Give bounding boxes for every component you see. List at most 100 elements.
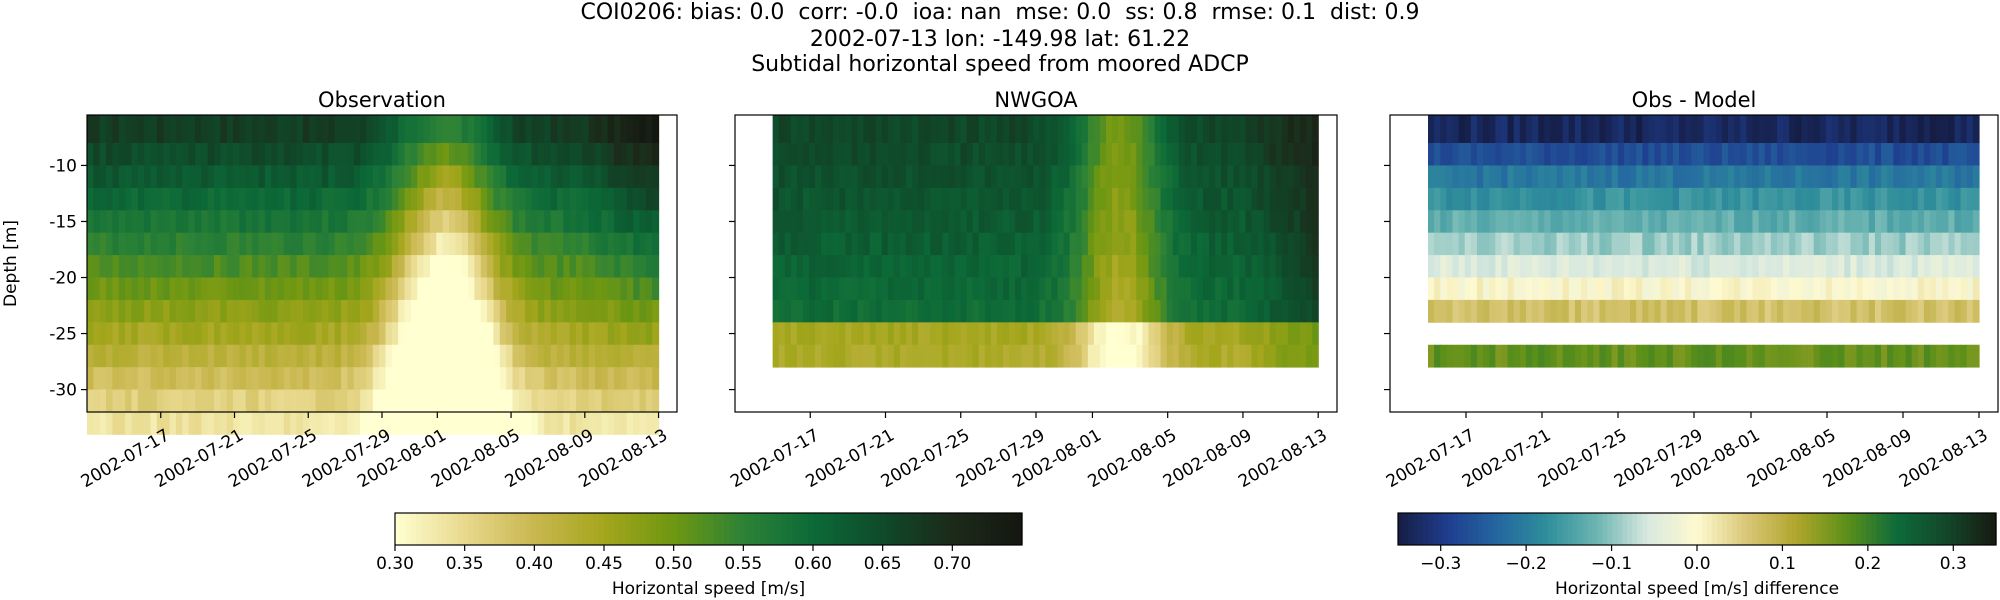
heatmap-cell bbox=[1112, 322, 1119, 346]
heatmap-cell bbox=[1936, 115, 1943, 144]
colorbar-segment bbox=[739, 513, 746, 545]
heatmap-cell bbox=[1776, 299, 1784, 323]
heatmap-cell bbox=[1495, 277, 1503, 301]
heatmap-cell bbox=[1801, 344, 1809, 368]
heatmap-cell bbox=[1544, 299, 1552, 323]
heatmap-cell bbox=[550, 322, 558, 346]
heatmap-cell bbox=[863, 255, 871, 278]
heatmap-cell bbox=[1087, 344, 1095, 368]
colorbar-1: 0.30 0.35 0.40 0.45 0.50 0.55 0.60 0.65 0.70Hori… bbox=[376, 512, 1023, 599]
heatmap-cell bbox=[1936, 232, 1943, 256]
heatmap-cell bbox=[569, 412, 577, 435]
heatmap-cell bbox=[1124, 322, 1131, 346]
heatmap-cell bbox=[845, 299, 853, 323]
heatmap-cell bbox=[1532, 187, 1539, 211]
heatmap-cell bbox=[1819, 115, 1827, 144]
heatmap-cell bbox=[790, 210, 798, 234]
heatmap-cell bbox=[252, 115, 260, 144]
heatmap-cell bbox=[131, 299, 139, 323]
heatmap-cell bbox=[321, 165, 329, 189]
heatmap-cell bbox=[582, 143, 590, 166]
heatmap-cell bbox=[372, 277, 380, 301]
heatmap-cell bbox=[1630, 232, 1637, 256]
heatmap-cell bbox=[99, 322, 107, 346]
colorbar-segment bbox=[1502, 513, 1509, 545]
heatmap-cell bbox=[1063, 344, 1071, 368]
heatmap-cell bbox=[87, 344, 94, 368]
heatmap-cell bbox=[1027, 255, 1034, 278]
heatmap-cell bbox=[1190, 165, 1198, 189]
heatmap-cell bbox=[125, 187, 133, 211]
heatmap-cell bbox=[1887, 210, 1894, 234]
heatmap-cell bbox=[1057, 115, 1065, 144]
heatmap-cell bbox=[518, 210, 526, 234]
heatmap-cell bbox=[512, 344, 520, 368]
heatmap-cell bbox=[1636, 232, 1643, 256]
heatmap-cell bbox=[1075, 165, 1083, 189]
heatmap-cell bbox=[1118, 232, 1125, 256]
heatmap-cell bbox=[391, 210, 399, 234]
heatmap-cell bbox=[1178, 165, 1186, 189]
colorbar-segment bbox=[1736, 513, 1743, 545]
heatmap-cell bbox=[1476, 187, 1484, 211]
heatmap-cell bbox=[1905, 143, 1913, 166]
heatmap-cell bbox=[1051, 210, 1059, 234]
heatmap-cell bbox=[1672, 165, 1680, 189]
heatmap-cell bbox=[1660, 299, 1668, 323]
heatmap-cell bbox=[1136, 277, 1143, 301]
heatmap-cell bbox=[1154, 210, 1162, 234]
heatmap-cell bbox=[252, 187, 260, 211]
heatmap-cell bbox=[1263, 115, 1271, 144]
heatmap-cell bbox=[1483, 277, 1490, 301]
heatmap-cell bbox=[1458, 255, 1466, 278]
heatmap-cell bbox=[1611, 277, 1619, 301]
heatmap-cell bbox=[1660, 165, 1668, 189]
heatmap-cell bbox=[1679, 299, 1686, 323]
colorbar-segment bbox=[1592, 513, 1598, 545]
heatmap-cell bbox=[1813, 165, 1821, 189]
heatmap-cell bbox=[309, 143, 317, 166]
heatmap-cell bbox=[277, 389, 285, 413]
heatmap-cell bbox=[1562, 187, 1570, 211]
heatmap-cell bbox=[784, 165, 792, 189]
colorbar-segment bbox=[1412, 513, 1419, 545]
heatmap-cell bbox=[1819, 344, 1827, 368]
heatmap-cell bbox=[233, 187, 241, 211]
heatmap-cell bbox=[1069, 232, 1077, 256]
heatmap-cell bbox=[1599, 165, 1607, 189]
heatmap-cell bbox=[372, 322, 380, 346]
heatmap-cell bbox=[1178, 143, 1186, 166]
heatmap-cell bbox=[531, 255, 539, 278]
heatmap-cell bbox=[972, 187, 980, 211]
heatmap-cell bbox=[1832, 232, 1839, 256]
colorbar-segment bbox=[1006, 513, 1013, 545]
colorbar-segment bbox=[1662, 513, 1668, 545]
heatmap-cell bbox=[556, 299, 564, 323]
heatmap-cell bbox=[353, 210, 361, 234]
heatmap-cell bbox=[851, 232, 859, 256]
heatmap-cell bbox=[493, 389, 501, 413]
heatmap-cell bbox=[614, 115, 622, 144]
heatmap-cell bbox=[283, 389, 291, 413]
heatmap-cell bbox=[1752, 143, 1760, 166]
heatmap-cell bbox=[1679, 165, 1686, 189]
heatmap-cell bbox=[99, 367, 107, 390]
heatmap-cell bbox=[321, 367, 329, 390]
heatmap-cell bbox=[480, 277, 488, 301]
heatmap-cell bbox=[1617, 187, 1625, 211]
heatmap-cell bbox=[1630, 187, 1637, 211]
heatmap-cell bbox=[315, 143, 323, 166]
heatmap-cell bbox=[845, 165, 853, 189]
heatmap-cell bbox=[1556, 143, 1564, 166]
colorbar-segment bbox=[588, 513, 595, 545]
heatmap-cell bbox=[1752, 255, 1760, 278]
heatmap-cell bbox=[1654, 143, 1662, 166]
heatmap-cell bbox=[112, 322, 120, 346]
heatmap-cell bbox=[851, 322, 859, 346]
heatmap-cell bbox=[582, 210, 590, 234]
heatmap-cell bbox=[175, 143, 183, 166]
heatmap-cell bbox=[839, 115, 846, 144]
colorbar-segment bbox=[1577, 513, 1583, 545]
heatmap-cell bbox=[271, 412, 279, 435]
heatmap-cell bbox=[258, 210, 266, 234]
